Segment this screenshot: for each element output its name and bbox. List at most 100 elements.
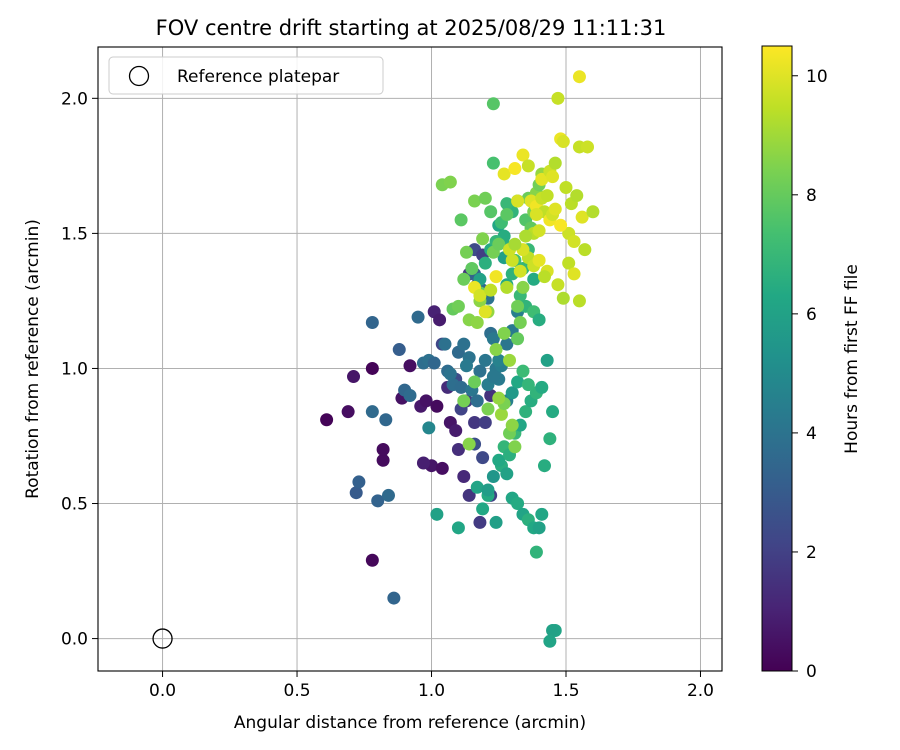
data-point [365,316,379,330]
y-tick-label: 1.0 [61,359,88,379]
data-point [508,162,522,176]
data-point [443,367,457,381]
data-point [500,280,514,294]
data-point [365,553,379,567]
data-point [473,515,487,529]
data-point [508,440,522,454]
data-point [537,270,551,284]
data-point [427,356,441,370]
chart-title: FOV centre drift starting at 2025/08/29 … [156,16,667,40]
colorbar-ticks: 0 2 4 6 8 10 [792,67,828,682]
data-point [519,405,533,419]
data-point [492,237,506,251]
data-point [540,353,554,367]
data-point [567,234,581,248]
data-point [478,353,492,367]
y-tick-label: 0.5 [61,495,88,515]
data-point [352,475,366,489]
data-point [527,272,541,286]
data-point [470,316,484,330]
data-point [540,189,554,203]
data-point [505,418,519,432]
data-point [551,278,565,292]
data-point [529,545,543,559]
data-point [511,299,525,313]
data-point [543,432,557,446]
data-point [559,180,573,194]
data-point [365,361,379,375]
data-point [486,332,500,346]
data-point [387,591,401,605]
x-tick-label: 2.0 [687,681,714,701]
data-point [543,634,557,648]
data-point [567,267,581,281]
data-point [349,486,363,500]
colorbar-tick-label: 10 [806,67,828,87]
data-point [476,502,490,516]
data-point [473,289,487,303]
data-point [500,207,514,221]
data-point [478,191,492,205]
data-point [403,359,417,373]
colorbar-tick-label: 2 [806,543,817,563]
data-point [457,337,471,351]
data-point [575,210,589,224]
data-point [462,437,476,451]
data-point [511,375,525,389]
data-point [392,343,406,357]
data-point [430,399,444,413]
data-point [486,156,500,170]
colorbar-tick-label: 4 [806,424,817,444]
plot-frame [97,46,723,672]
data-point [347,370,361,384]
colorbar-tick-label: 8 [806,186,817,206]
data-point [376,442,390,456]
data-point [586,205,600,219]
data-point [570,189,584,203]
data-point [457,272,471,286]
data-point [454,213,468,227]
data-point [459,359,473,373]
data-point [419,394,433,408]
data-point [451,442,465,456]
data-point [503,353,517,367]
data-point [505,253,519,267]
data-point [481,402,495,416]
data-point [572,294,586,308]
data-point [494,407,508,421]
data-point [462,488,476,502]
data-point [546,623,560,637]
data-point [470,480,484,494]
colorbar-label: Hours from first FF file [842,264,862,454]
data-point [484,205,498,219]
colorbar-tick-label: 6 [806,305,817,325]
data-point [546,170,560,184]
data-point [492,353,506,367]
data-point [470,394,484,408]
data-point [451,521,465,535]
data-point [341,405,355,419]
data-point [433,313,447,327]
data-point [513,264,527,278]
data-point [489,343,503,357]
data-point [521,378,535,392]
data-point [468,194,482,208]
data-point [468,415,482,429]
data-point [511,194,525,208]
data-point [379,413,393,427]
legend: Reference platepar [108,56,384,95]
grid [98,47,722,671]
data-point [578,243,592,257]
data-point [489,270,503,284]
data-point [473,364,487,378]
data-point [572,70,586,84]
data-point [537,459,551,473]
data-point [535,172,549,186]
data-point [478,415,492,429]
data-point [476,232,490,246]
data-point [430,507,444,521]
data-point [465,262,479,276]
data-point [489,515,503,529]
x-ticks: 0.0 0.5 1.0 1.5 2.0 [149,671,714,701]
data-point [529,207,543,221]
